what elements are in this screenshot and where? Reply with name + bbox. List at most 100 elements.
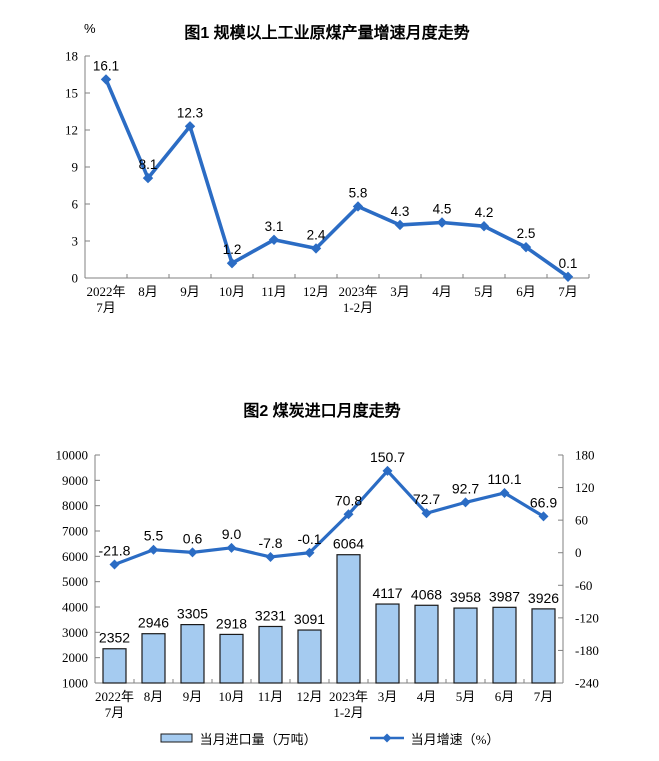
bar-swatch-icon — [160, 733, 193, 743]
x-tick-label: 7月 — [534, 689, 554, 704]
growth-marker — [148, 544, 159, 555]
x-tick-label: 7月 — [96, 300, 116, 315]
data-point-label: 5.8 — [349, 185, 368, 200]
chart2-title: 图2 煤炭进口月度走势 — [243, 401, 400, 420]
data-point-label: 1.2 — [223, 242, 242, 257]
x-tick-label: 5月 — [474, 284, 494, 299]
bar-value-label: 6064 — [333, 536, 364, 552]
right-tick-label: -60 — [575, 578, 592, 593]
growth-value-label: -0.1 — [297, 531, 321, 547]
import-bar — [219, 633, 244, 684]
right-tick-label: 0 — [575, 545, 582, 560]
bar-value-label: 3305 — [177, 606, 208, 622]
import-bar — [297, 629, 322, 684]
growth-marker — [538, 511, 549, 522]
right-tick-label: 60 — [575, 513, 588, 528]
bar-value-label: 3926 — [528, 590, 559, 606]
bar-value-label: 3231 — [255, 607, 286, 623]
bar-swatch-rect — [160, 733, 193, 743]
legend-item-growth: 当月增速（%） — [369, 729, 500, 748]
data-point-marker — [226, 258, 238, 269]
chart2-legend: 当月进口量（万吨） 当月增速（%） — [0, 726, 659, 750]
data-point-label: 4.3 — [391, 204, 410, 219]
growth-rate-line — [112, 469, 546, 567]
data-point-marker — [268, 234, 280, 245]
growth-line — [104, 77, 570, 279]
x-tick-label: 2022年 — [95, 689, 134, 704]
growth-value-label: -7.8 — [258, 535, 282, 551]
line-swatch-icon — [369, 733, 404, 743]
growth-value-label: 110.1 — [488, 471, 522, 487]
data-point-label: 2.4 — [307, 227, 326, 242]
data-point-marker — [394, 219, 406, 231]
growth-marker — [499, 487, 510, 498]
data-point-label: 8.1 — [139, 157, 158, 172]
y-tick-label: 6 — [72, 197, 79, 212]
x-tick-label: 10月 — [218, 689, 244, 704]
bar-value-label: 2946 — [138, 615, 169, 631]
growth-marker — [265, 551, 276, 562]
bar-value-label: 3987 — [489, 588, 520, 604]
growth-marker — [382, 465, 393, 476]
data-point-label: 4.2 — [475, 205, 494, 220]
bar-value-label: 3958 — [450, 589, 481, 605]
import-bar — [531, 608, 556, 684]
left-tick-label: 3000 — [62, 625, 88, 640]
data-point-marker — [352, 201, 364, 212]
bar-value-label: 4117 — [372, 585, 402, 601]
growth-value-label: -21.8 — [99, 543, 131, 559]
x-tick-label: 12月 — [303, 284, 329, 299]
import-bar — [141, 633, 166, 684]
right-tick-label: -240 — [575, 676, 599, 691]
right-tick-label: -180 — [575, 643, 599, 658]
data-point-label: 4.5 — [433, 202, 452, 217]
left-tick-label: 7000 — [62, 524, 88, 539]
left-tick-label: 4000 — [62, 600, 88, 615]
growth-value-label: 70.8 — [335, 492, 362, 508]
import-bar — [258, 625, 283, 684]
legend-label-growth: 当月增速（%） — [410, 731, 500, 747]
x-tick-label: 9月 — [180, 284, 200, 299]
x-tick-label: 6月 — [516, 284, 536, 299]
y-tick-label: 3 — [72, 234, 79, 249]
data-point-marker — [100, 74, 112, 85]
right-tick-label: -120 — [575, 610, 599, 625]
data-point-marker — [436, 217, 448, 228]
bar-value-label: 3091 — [294, 611, 325, 627]
right-tick-label: 180 — [575, 448, 595, 463]
import-bar — [375, 603, 400, 684]
x-tick-label: 11月 — [258, 689, 284, 704]
y-tick-label: 12 — [65, 123, 78, 138]
legend-label-imports: 当月进口量（万吨） — [199, 731, 317, 747]
x-tick-label: 2023年 — [338, 284, 377, 299]
x-tick-label: 6月 — [495, 689, 515, 704]
left-tick-label: 5000 — [62, 574, 88, 589]
growth-value-label: 92.7 — [452, 480, 479, 496]
data-point-marker — [184, 121, 196, 132]
x-tick-label: 3月 — [390, 284, 410, 299]
left-tick-label: 9000 — [62, 473, 88, 488]
import-bar — [336, 554, 361, 684]
growth-value-label: 66.9 — [530, 494, 557, 510]
x-tick-label: 7月 — [558, 284, 578, 299]
data-point-label: 16.1 — [93, 58, 119, 73]
x-tick-label: 4月 — [417, 689, 437, 704]
x-tick-label: 9月 — [183, 689, 203, 704]
x-tick-label: 3月 — [378, 689, 398, 704]
growth-marker — [226, 542, 237, 553]
x-tick-label: 7月 — [105, 705, 125, 720]
bar-value-label: 4068 — [411, 586, 442, 602]
left-tick-label: 2000 — [62, 650, 88, 665]
growth-marker — [421, 508, 432, 519]
chart1-raw-coal-growth: 图1 规模以上工业原煤产量增速月度走势 % 03691215182022年7月8… — [65, 21, 590, 315]
left-tick-label: 1000 — [62, 676, 88, 691]
left-tick-label: 10000 — [56, 448, 89, 463]
growth-marker — [304, 547, 315, 558]
data-point-marker — [520, 241, 532, 253]
data-point-marker — [562, 271, 574, 282]
growth-value-label: 5.5 — [144, 528, 164, 544]
x-tick-label: 8月 — [138, 284, 158, 299]
y-tick-label: 9 — [72, 160, 79, 175]
